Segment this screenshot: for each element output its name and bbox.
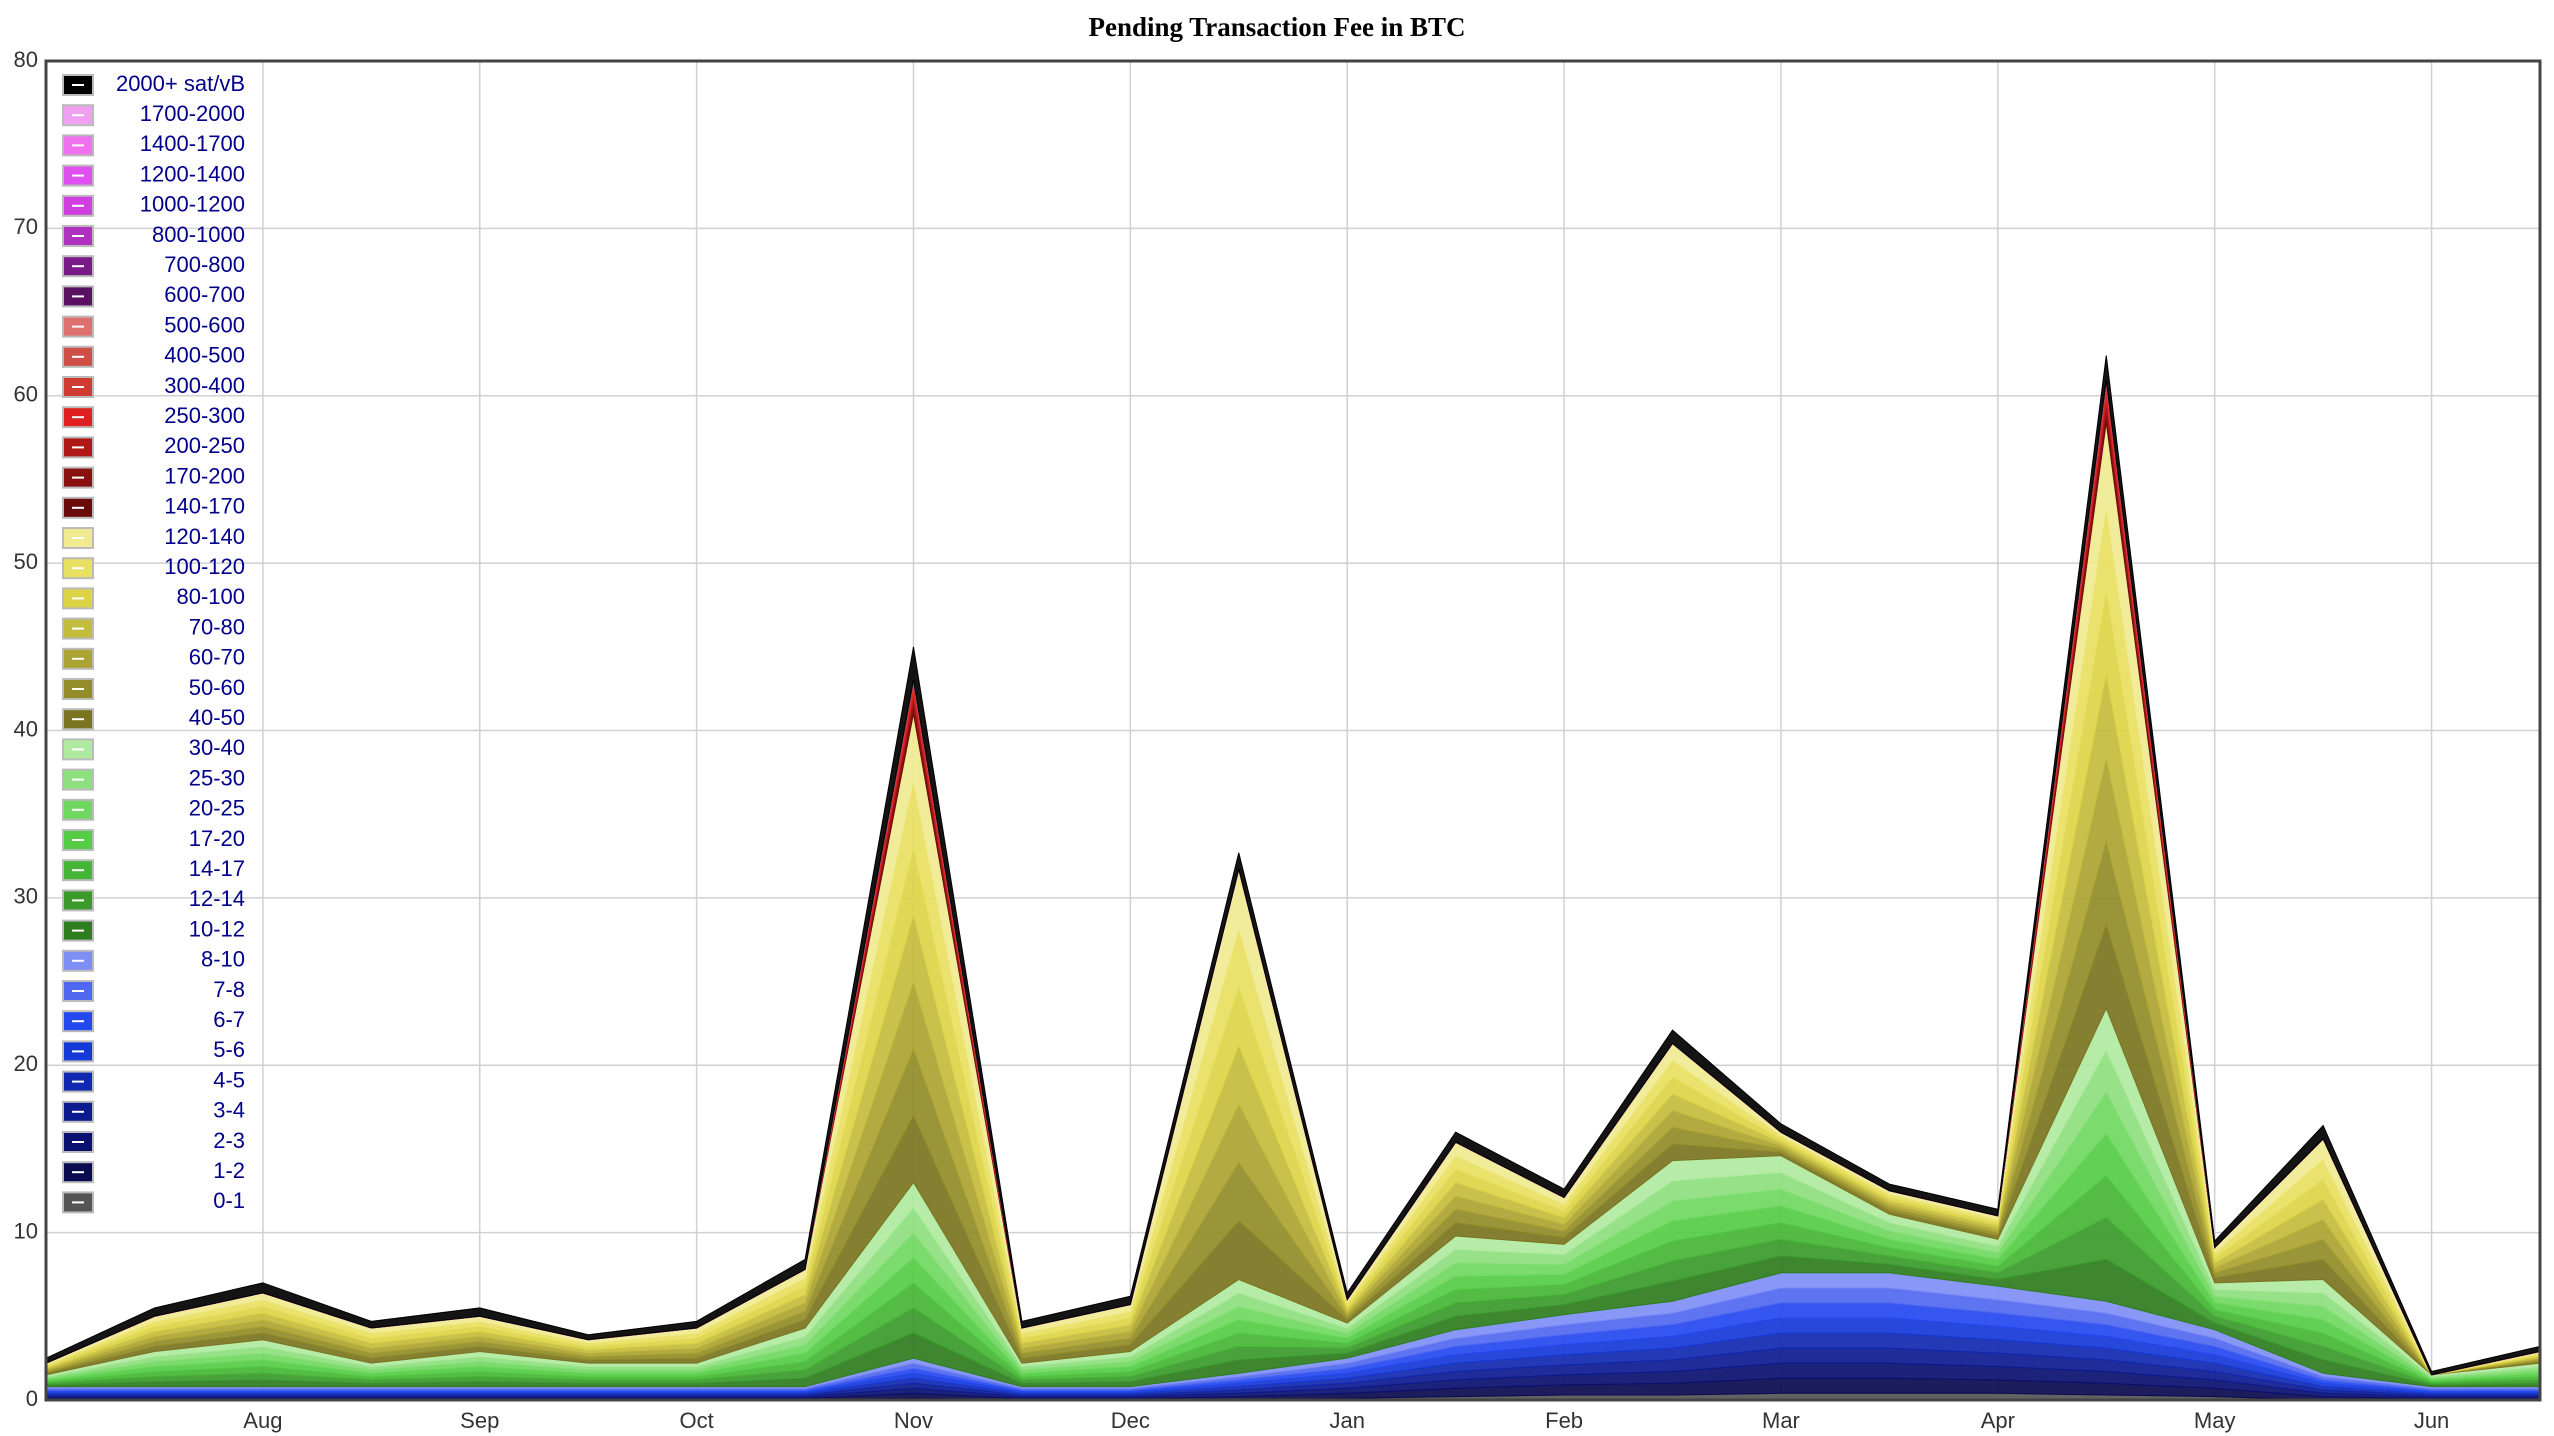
legend-label: 2000+ sat/vB (116, 71, 245, 96)
plot-border (44, 59, 2542, 1402)
legend-label: 3-4 (213, 1098, 245, 1123)
legend: 2000+ sat/vB 1700-2000 1400-1700 1200-1400 1… (62, 71, 245, 1214)
legend-label: 60-70 (189, 645, 245, 670)
legend-label: 5-6 (213, 1037, 245, 1062)
x-tick-label: Sep (460, 1408, 499, 1433)
legend-label: 1400-1700 (140, 131, 245, 156)
x-tick-label: Apr (1981, 1408, 2015, 1433)
legend-label: 50-60 (189, 675, 245, 700)
x-tick-label: Dec (1111, 1408, 1150, 1433)
legend-label: 800-1000 (152, 222, 245, 247)
x-tick-label: Jan (1329, 1408, 1364, 1433)
y-tick-label: 50 (14, 549, 38, 574)
y-tick-label: 60 (14, 382, 38, 407)
legend-label: 300-400 (164, 373, 245, 398)
legend-label: 100-120 (164, 554, 245, 579)
legend-label: 30-40 (189, 735, 245, 760)
legend-label: 40-50 (189, 705, 245, 730)
legend-label: 1700-2000 (140, 101, 245, 126)
legend-label: 500-600 (164, 312, 245, 337)
legend-label: 25-30 (189, 765, 245, 790)
legend-label: 80-100 (176, 584, 245, 609)
x-tick-label: Jun (2414, 1408, 2449, 1433)
legend-label: 700-800 (164, 252, 245, 277)
legend-label: 12-14 (189, 886, 245, 911)
legend-label: 20-25 (189, 796, 245, 821)
x-tick-label: May (2194, 1408, 2236, 1433)
y-tick-label: 20 (14, 1051, 38, 1076)
legend-label: 2-3 (213, 1128, 245, 1153)
legend-label: 250-300 (164, 403, 245, 428)
legend-label: 14-17 (189, 856, 245, 881)
y-tick-label: 0 (26, 1386, 38, 1411)
y-tick-label: 80 (14, 47, 38, 72)
legend-label: 8-10 (201, 947, 245, 972)
chart-title: Pending Transaction Fee in BTC (1088, 12, 1465, 42)
legend-label: 10-12 (189, 916, 245, 941)
x-tick-label: Aug (243, 1408, 282, 1433)
legend-label: 200-250 (164, 433, 245, 458)
legend-label: 70-80 (189, 614, 245, 639)
legend-label: 1200-1400 (140, 161, 245, 186)
x-tick-label: Mar (1762, 1408, 1800, 1433)
y-tick-label: 30 (14, 884, 38, 909)
y-tick-label: 70 (14, 214, 38, 239)
legend-label: 170-200 (164, 463, 245, 488)
legend-label: 120-140 (164, 524, 245, 549)
y-tick-label: 40 (14, 716, 38, 741)
legend-label: 6-7 (213, 1007, 245, 1032)
legend-label: 17-20 (189, 826, 245, 851)
legend-label: 400-500 (164, 343, 245, 368)
x-tick-label: Nov (894, 1408, 933, 1433)
legend-label: 1-2 (213, 1158, 245, 1183)
legend-label: 1000-1200 (140, 192, 245, 217)
legend-label: 0-1 (213, 1188, 245, 1213)
y-tick-label: 10 (14, 1218, 38, 1243)
legend-label: 140-170 (164, 494, 245, 519)
legend-label: 7-8 (213, 977, 245, 1002)
legend-label: 4-5 (213, 1067, 245, 1092)
x-tick-label: Oct (679, 1408, 713, 1433)
legend-label: 600-700 (164, 282, 245, 307)
x-tick-label: Feb (1545, 1408, 1583, 1433)
